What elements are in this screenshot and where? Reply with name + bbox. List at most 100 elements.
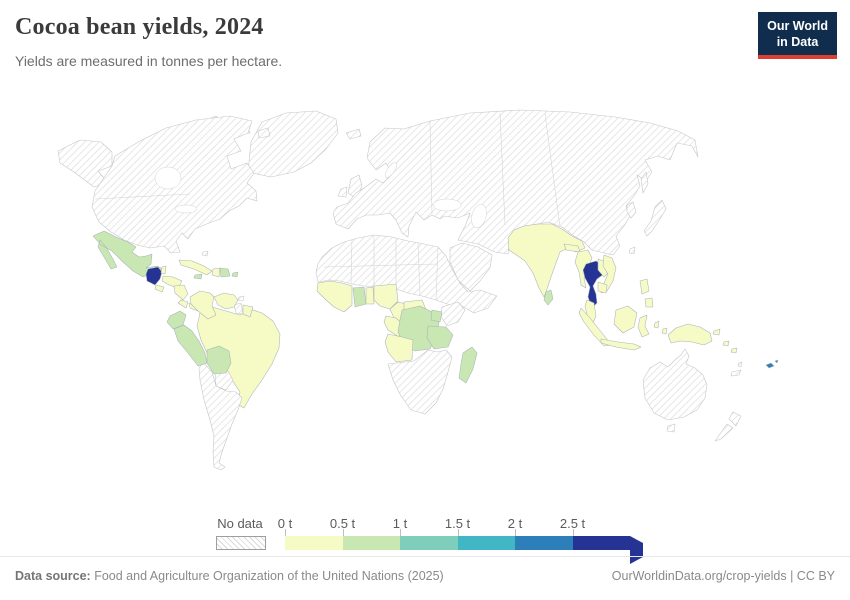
country-costa-rica[interactable] <box>177 299 189 309</box>
country-peru[interactable] <box>173 324 208 367</box>
country-tanzania[interactable] <box>426 325 454 350</box>
landmass-tasmania <box>666 423 676 433</box>
legend-tick-0-5: 0.5 t <box>329 516 356 531</box>
country-nicaragua[interactable] <box>173 284 189 301</box>
legend-tickmark <box>342 529 344 536</box>
landmass-greenland <box>247 110 339 178</box>
legend-tick-0: 0 t <box>277 516 293 531</box>
country-belize[interactable] <box>160 265 167 275</box>
country-el-salvador[interactable] <box>154 284 165 293</box>
landmass-sakhalin <box>640 171 649 194</box>
legend-tickmark <box>400 529 401 536</box>
country-solomon-islands[interactable] <box>712 328 738 354</box>
data-source-label: Data source: <box>15 569 91 583</box>
country-angola[interactable] <box>384 333 414 363</box>
country-madagascar[interactable] <box>458 346 478 384</box>
legend-bin-0-0.5[interactable] <box>285 536 343 550</box>
country-indonesia-java[interactable] <box>600 338 642 351</box>
legend-tickmark <box>285 529 286 536</box>
country-dominican-republic[interactable] <box>219 267 231 278</box>
data-source-text: Food and Agriculture Organization of the… <box>90 569 444 583</box>
owid-logo-line2: in Data <box>776 35 819 49</box>
country-indonesia-sulawesi[interactable] <box>637 314 650 338</box>
baltic-sea <box>384 162 398 178</box>
country-ecuador[interactable] <box>166 310 187 330</box>
landmass-japan <box>643 199 667 237</box>
country-sri-lanka[interactable] <box>543 289 554 306</box>
legend-no-data-label: No data <box>217 516 263 531</box>
landmass-vanuatu <box>737 361 743 368</box>
footer: Data source: Food and Agriculture Organi… <box>0 556 850 600</box>
landmass-trinidad <box>237 295 245 302</box>
owid-logo-line1: Our World <box>767 19 828 33</box>
country-fiji[interactable] <box>765 359 779 369</box>
world-choropleth-map[interactable] <box>0 88 850 518</box>
landmass-ireland <box>337 186 348 198</box>
water-overlays <box>154 162 487 228</box>
country-new-guinea[interactable] <box>667 323 713 346</box>
landmass-new-zealand <box>714 411 742 442</box>
legend-no-data-swatch[interactable] <box>216 536 266 550</box>
legend-tickmark <box>572 529 574 536</box>
hudson-bay <box>154 166 182 190</box>
caspian-sea <box>471 204 487 228</box>
legend-bin-0.5-1[interactable] <box>342 536 400 550</box>
country-indonesia-borneo[interactable] <box>613 305 638 334</box>
landmass-eurasia <box>332 109 699 256</box>
landmass-arabia <box>449 242 493 292</box>
data-source-note: Data source: Food and Agriculture Organi… <box>15 569 444 583</box>
country-puerto-rico[interactable] <box>231 271 239 278</box>
landmass-iceland <box>345 128 362 140</box>
legend-bin-2.5plus[interactable] <box>572 536 630 550</box>
footer-link[interactable]: OurWorldinData.org/crop-yields | CC BY <box>611 569 835 583</box>
landmass-kenya-somalia <box>440 301 466 327</box>
landmass-argentina-chile <box>198 361 243 471</box>
legend-tickmark <box>515 529 516 536</box>
landmass-new-caledonia <box>730 369 742 377</box>
country-jamaica[interactable] <box>193 273 203 280</box>
data-countries <box>92 223 779 471</box>
country-uganda[interactable] <box>430 309 443 323</box>
country-west-africa-guinea-to-ivory-coast[interactable] <box>316 280 353 313</box>
legend-bin-1-1.5[interactable] <box>400 536 458 550</box>
country-indonesia-sumatra[interactable] <box>578 307 612 347</box>
legend-tick-1-5: 1.5 t <box>444 516 471 531</box>
landmass-north-africa <box>315 234 498 314</box>
landmass-alaska <box>57 139 113 188</box>
border-sahara-lines <box>323 236 439 301</box>
no-data-landmasses <box>57 109 743 442</box>
legend-arrow-icon <box>630 536 643 564</box>
legend-tick-2-5: 2.5 t <box>559 516 586 531</box>
border-asia-lines <box>429 112 561 228</box>
landmass-southern-africa <box>387 349 453 415</box>
country-philippines[interactable] <box>639 278 654 308</box>
country-indonesia-moluccas[interactable] <box>653 320 668 335</box>
country-bolivia[interactable] <box>206 345 232 375</box>
great-lakes <box>174 204 198 214</box>
country-guatemala[interactable] <box>145 266 163 286</box>
country-suriname[interactable] <box>242 304 254 318</box>
chart-subtitle: Yields are measured in tonnes per hectar… <box>15 53 283 69</box>
legend-tick-1: 1 t <box>392 516 408 531</box>
legend-color-bar[interactable] <box>285 536 643 564</box>
country-cuba[interactable] <box>178 259 213 276</box>
landmass-korea <box>626 201 637 219</box>
owid-logo[interactable]: Our World in Data <box>758 12 837 59</box>
page-title: Cocoa bean yields, 2024 <box>15 14 264 40</box>
country-mexico[interactable] <box>92 230 164 278</box>
legend-tick-labels: 0 t 0.5 t 1 t 1.5 t 2 t 2.5 t <box>278 516 635 536</box>
legend-bin-2-2.5[interactable] <box>515 536 573 550</box>
legend-tick-2: 2 t <box>507 516 523 531</box>
country-cambodia[interactable] <box>597 281 608 294</box>
country-ghana[interactable] <box>352 286 367 308</box>
country-venezuela[interactable] <box>213 292 239 310</box>
legend-bin-1.5-2[interactable] <box>457 536 515 550</box>
country-togo-benin[interactable] <box>365 286 375 305</box>
black-sea <box>432 198 462 212</box>
country-haiti[interactable] <box>211 267 221 278</box>
legend-tickmark <box>457 529 459 536</box>
landmass-taiwan <box>628 246 636 255</box>
border-usa-canada <box>94 193 191 200</box>
country-colombia[interactable] <box>189 290 217 320</box>
